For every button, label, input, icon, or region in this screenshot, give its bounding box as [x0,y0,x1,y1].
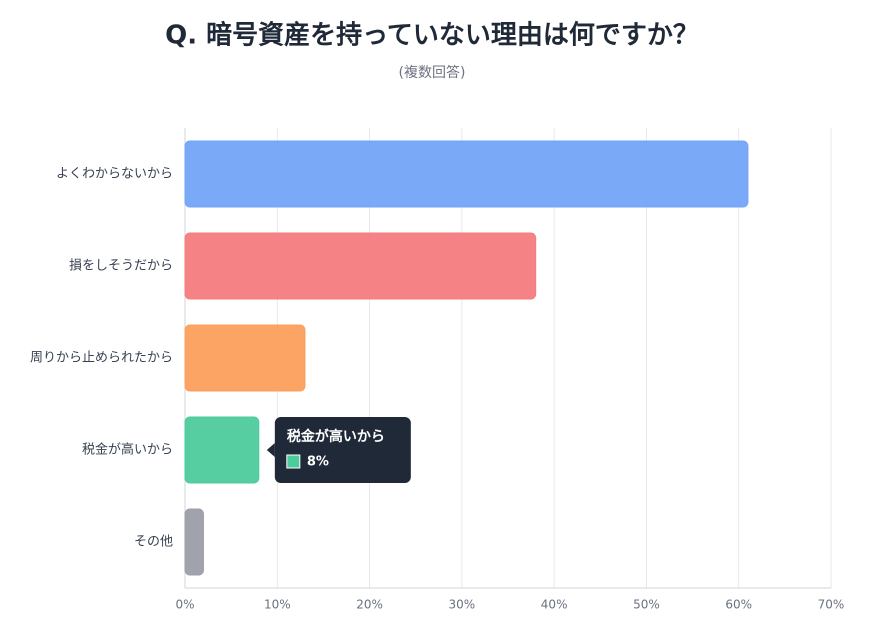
y-tick-label: 税金が高いから [82,442,173,458]
chart-title: Q. 暗号資産を持っていない理由は何ですか？ [165,20,699,51]
tooltip-title: 税金が高いから [287,428,385,445]
tooltip-swatch [286,454,301,469]
tooltip-value: 8% [307,455,329,470]
tooltip-arrow [266,443,275,457]
bar [184,508,204,576]
y-tick-label: よくわからないから [56,167,173,182]
y-tick-label: 周りから止められたから [30,351,173,366]
chart-subtitle: (複数回答) [399,64,466,81]
x-tick-label: 60% [725,598,752,612]
x-tick-label: 10% [264,598,291,612]
bar [184,140,749,208]
bar [184,324,306,392]
x-tick-label: 20% [356,598,383,612]
x-tick-label: 50% [633,598,660,612]
x-tick-label: 0% [175,598,194,612]
x-tick-label: 70% [818,598,845,612]
tooltip [274,417,411,483]
x-tick-label: 30% [449,598,476,612]
y-tick-label: その他 [134,535,173,550]
bar [184,416,260,484]
y-tick-label: 損をしそうだから [69,259,173,274]
bar [184,232,537,300]
x-tick-label: 40% [541,598,568,612]
